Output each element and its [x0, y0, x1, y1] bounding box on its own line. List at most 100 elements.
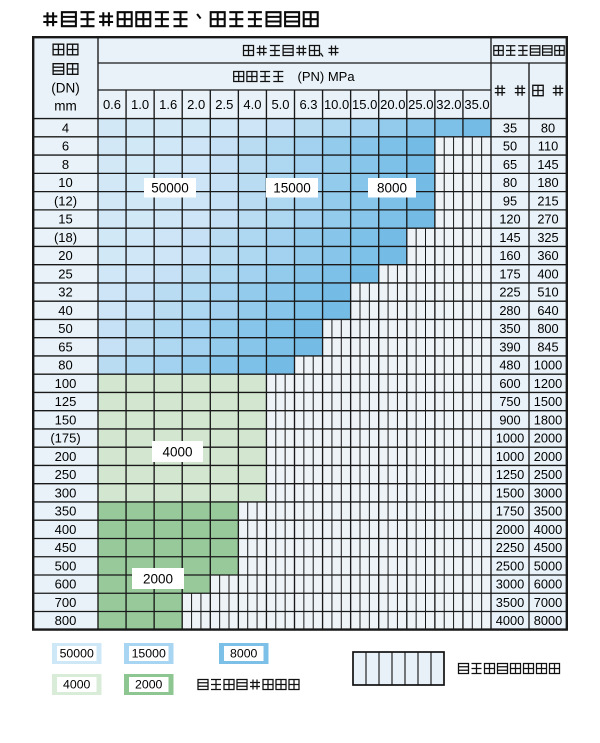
svg-text:510: 510	[537, 285, 558, 300]
svg-text:(18): (18)	[54, 230, 77, 245]
svg-text:360: 360	[537, 248, 558, 263]
svg-text:1800: 1800	[534, 412, 562, 427]
svg-text:3000: 3000	[496, 577, 524, 592]
svg-text:145: 145	[537, 157, 558, 172]
svg-text:4000: 4000	[534, 522, 562, 537]
svg-text:(175): (175)	[50, 431, 80, 446]
svg-text:100: 100	[55, 376, 77, 391]
svg-text:1500: 1500	[496, 485, 524, 500]
svg-text:(12): (12)	[54, 193, 77, 208]
svg-text:1.0: 1.0	[131, 97, 149, 112]
svg-text:35.0: 35.0	[464, 97, 489, 112]
svg-text:1.6: 1.6	[159, 97, 177, 112]
svg-text:1750: 1750	[496, 504, 524, 519]
svg-text:80: 80	[503, 175, 517, 190]
svg-text:110: 110	[538, 139, 558, 154]
svg-text:800: 800	[55, 613, 77, 628]
svg-text:2000: 2000	[534, 449, 562, 464]
svg-text:1000: 1000	[496, 449, 524, 464]
svg-text:4500: 4500	[534, 540, 562, 555]
svg-text:2000: 2000	[496, 522, 524, 537]
svg-text:845: 845	[537, 339, 558, 354]
svg-text:35: 35	[503, 120, 517, 135]
svg-text:10: 10	[58, 175, 72, 190]
svg-text:1500: 1500	[534, 394, 562, 409]
svg-text:300: 300	[55, 485, 77, 500]
svg-text:6: 6	[62, 139, 69, 154]
svg-text:145: 145	[499, 230, 520, 245]
svg-text:280: 280	[499, 303, 520, 318]
svg-text:2250: 2250	[496, 540, 524, 555]
svg-text:175: 175	[499, 266, 520, 281]
svg-text:390: 390	[499, 339, 520, 354]
svg-text:95: 95	[503, 193, 517, 208]
svg-text:600: 600	[55, 577, 77, 592]
svg-text:65: 65	[58, 339, 72, 354]
svg-text:120: 120	[499, 212, 520, 227]
svg-text:40: 40	[58, 303, 72, 318]
svg-text:3000: 3000	[534, 485, 562, 500]
svg-text:50000: 50000	[60, 647, 94, 661]
svg-text:8000: 8000	[534, 613, 562, 628]
svg-text:4000: 4000	[63, 678, 91, 692]
svg-text:3500: 3500	[496, 595, 524, 610]
svg-text:2.0: 2.0	[187, 97, 205, 112]
svg-text:50: 50	[503, 139, 517, 154]
svg-text:25: 25	[58, 266, 72, 281]
svg-text:15000: 15000	[132, 647, 166, 661]
svg-text:4000: 4000	[496, 613, 524, 628]
svg-text:2000: 2000	[135, 678, 163, 692]
svg-text:750: 750	[499, 394, 520, 409]
svg-text:225: 225	[499, 285, 520, 300]
svg-text:50000: 50000	[151, 181, 189, 196]
svg-text:200: 200	[55, 449, 77, 464]
svg-text:325: 325	[537, 230, 558, 245]
svg-text:8: 8	[62, 157, 69, 172]
svg-text:8000: 8000	[230, 647, 258, 661]
svg-text:2.5: 2.5	[215, 97, 233, 112]
svg-text:0.6: 0.6	[103, 97, 121, 112]
svg-text:180: 180	[537, 175, 558, 190]
svg-text:640: 640	[537, 303, 558, 318]
svg-text:32.0: 32.0	[436, 97, 461, 112]
svg-text:2500: 2500	[496, 559, 524, 574]
svg-text:400: 400	[537, 266, 558, 281]
svg-text:10.0: 10.0	[324, 97, 349, 112]
svg-text:4.0: 4.0	[243, 97, 261, 112]
svg-text:2000: 2000	[143, 571, 173, 586]
svg-text:6000: 6000	[534, 577, 562, 592]
svg-text:2000: 2000	[534, 431, 562, 446]
svg-text:4000: 4000	[162, 444, 192, 459]
svg-text:1000: 1000	[534, 358, 562, 373]
svg-text:1250: 1250	[496, 467, 524, 482]
svg-text:800: 800	[537, 321, 558, 336]
svg-text:700: 700	[55, 595, 77, 610]
svg-text:4: 4	[62, 120, 69, 135]
svg-text:450: 450	[55, 540, 77, 555]
svg-text:1200: 1200	[534, 376, 562, 391]
svg-text:600: 600	[499, 376, 520, 391]
svg-text:480: 480	[499, 358, 520, 373]
svg-text:215: 215	[537, 193, 558, 208]
svg-text:5000: 5000	[534, 559, 562, 574]
svg-text:3500: 3500	[534, 504, 562, 519]
svg-text:160: 160	[499, 248, 520, 263]
svg-text:50: 50	[58, 321, 72, 336]
svg-text:500: 500	[55, 559, 77, 574]
svg-text:125: 125	[55, 394, 77, 409]
svg-text:15000: 15000	[273, 181, 311, 196]
svg-text:65: 65	[503, 157, 517, 172]
svg-text:15.0: 15.0	[352, 97, 377, 112]
svg-text:15: 15	[58, 212, 72, 227]
svg-text:mm: mm	[54, 99, 77, 114]
svg-text:80: 80	[541, 120, 555, 135]
svg-text:32: 32	[58, 285, 72, 300]
svg-text:350: 350	[499, 321, 520, 336]
svg-text:25.0: 25.0	[408, 97, 433, 112]
svg-text:900: 900	[499, 412, 520, 427]
svg-text:270: 270	[537, 212, 558, 227]
svg-text:80: 80	[58, 358, 72, 373]
svg-text:7000: 7000	[534, 595, 562, 610]
svg-text:6.3: 6.3	[299, 97, 317, 112]
svg-text:2500: 2500	[534, 467, 562, 482]
